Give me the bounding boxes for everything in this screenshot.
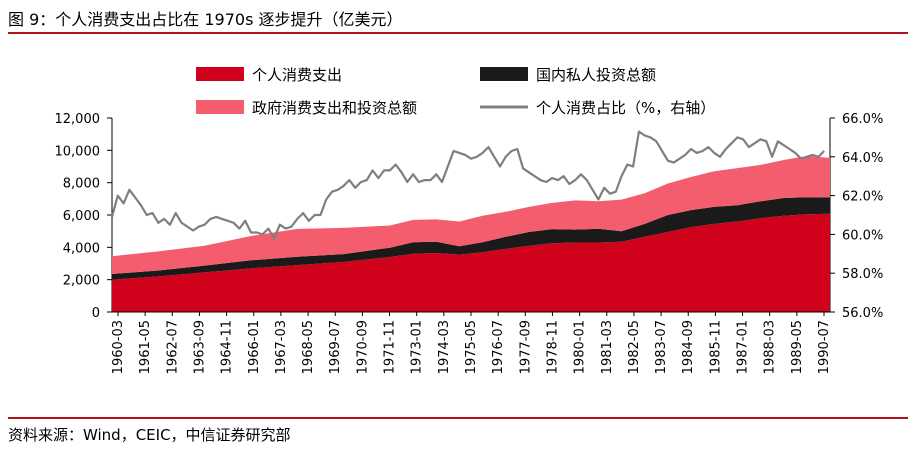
x-tick-label: 1970-09 [355, 320, 370, 374]
right-tick-label: 66.0% [842, 112, 883, 127]
area-government [112, 156, 830, 274]
x-tick-label: 1987-01 [736, 320, 751, 374]
figure-title: 图 9：个人消费支出占比在 1970s 逐步提升（亿美元） [8, 10, 403, 29]
right-tick-label: 58.0% [842, 267, 883, 282]
legend-swatch-government [196, 100, 244, 114]
left-tick-label: 12,000 [55, 112, 101, 127]
legend-label-government: 政府消费支出和投资总额 [252, 99, 417, 117]
left-tick-label: 0 [92, 306, 100, 321]
x-tick-label: 1974-03 [437, 320, 452, 374]
stacked-areas [112, 156, 830, 312]
legend-label-investment: 国内私人投资总额 [536, 66, 656, 84]
legend-label-share: 个人消费占比（%，右轴） [536, 99, 715, 117]
title-rule [8, 32, 908, 34]
x-tick-label: 1988-03 [763, 320, 778, 374]
x-tick-label: 1976-07 [491, 320, 506, 374]
left-tick-label: 4,000 [63, 241, 100, 256]
x-tick-label: 1980-01 [573, 320, 588, 374]
x-tick-label: 1968-05 [301, 320, 316, 374]
x-axis: 1960-03 1961-05 1962-07 1963-09 1964-11 1966-… [111, 311, 832, 374]
right-tick-label: 60.0% [842, 228, 883, 243]
x-tick-label: 1990-07 [817, 320, 832, 374]
x-tick-label: 1989-05 [790, 320, 805, 374]
x-tick-label: 1962-07 [165, 320, 180, 374]
x-tick-label: 1985-11 [708, 320, 723, 374]
legend-swatch-consumption [196, 67, 244, 81]
x-tick-label: 1969-07 [328, 320, 343, 374]
x-tick-label: 1964-11 [220, 320, 235, 374]
legend-label-consumption: 个人消费支出 [252, 66, 342, 84]
area-investment [112, 197, 830, 280]
x-tick-label: 1971-11 [383, 320, 398, 374]
left-tick-label: 2,000 [63, 274, 100, 289]
legend: 个人消费支出 国内私人投资总额 政府消费支出和投资总额 个人消费占比（%，右轴） [196, 66, 715, 117]
x-tick-label: 1982-05 [627, 320, 642, 374]
x-tick-label: 1973-01 [410, 320, 425, 374]
x-tick-label: 1978-11 [545, 320, 560, 374]
share-line [110, 130, 825, 240]
left-tick-label: 6,000 [63, 209, 100, 224]
x-tick-label: 1981-03 [600, 320, 615, 374]
share-line-path [110, 130, 825, 240]
x-tick-label: 1967-03 [274, 320, 289, 374]
x-tick-label: 1963-09 [192, 320, 207, 374]
right-tick-label: 56.0% [842, 306, 883, 321]
right-tick-label: 62.0% [842, 190, 883, 205]
source-rule [8, 417, 908, 419]
legend-swatch-investment [480, 67, 528, 81]
x-tick-label: 1960-03 [111, 320, 126, 374]
x-tick-label: 1961-05 [138, 320, 153, 374]
source-note: 资料来源：Wind，CEIC，中信证券研究部 [8, 426, 291, 444]
right-axis: 56.0% 58.0% 60.0% 62.0% 64.0% 66.0% [829, 112, 883, 321]
left-tick-label: 8,000 [63, 177, 100, 192]
x-tick-label: 1977-09 [518, 320, 533, 374]
left-axis: 0 2,000 4,000 6,000 8,000 10,000 12,000 [55, 112, 113, 321]
left-tick-label: 10,000 [55, 144, 101, 159]
right-tick-label: 64.0% [842, 151, 883, 166]
area-consumption [112, 213, 830, 312]
x-tick-label: 1983-07 [654, 320, 669, 374]
x-tick-label: 1966-01 [247, 320, 262, 374]
x-tick-label: 1984-09 [681, 320, 696, 374]
x-tick-label: 1975-05 [464, 320, 479, 374]
